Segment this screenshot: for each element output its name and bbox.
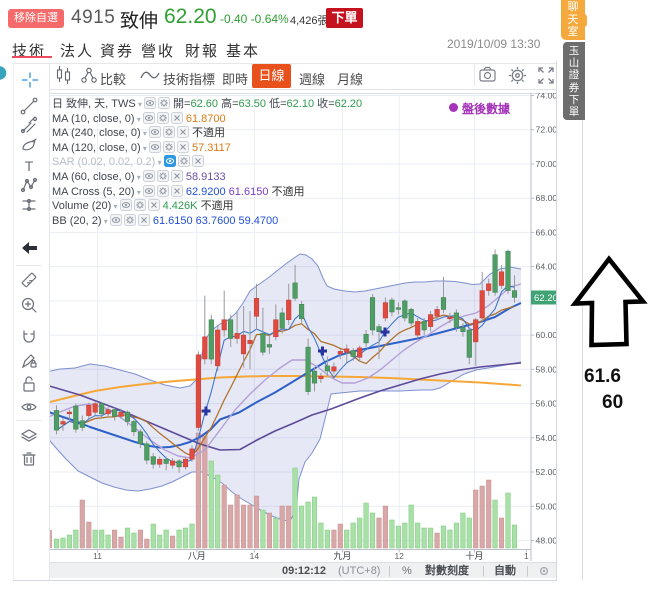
svg-text:50.00: 50.00	[536, 501, 557, 511]
svg-text:十月: 十月	[465, 550, 483, 561]
svg-text:72.00: 72.00	[536, 125, 557, 135]
svg-text:60.00: 60.00	[536, 330, 557, 340]
svg-text:1: 1	[524, 551, 529, 561]
svg-text:11: 11	[93, 551, 102, 561]
svg-text:66.00: 66.00	[536, 227, 557, 237]
svg-text:58.00: 58.00	[536, 364, 557, 374]
svg-text:68.00: 68.00	[536, 193, 557, 203]
svg-text:62.20: 62.20	[534, 293, 556, 304]
svg-text:八月: 八月	[188, 551, 206, 561]
svg-text:64.00: 64.00	[536, 262, 557, 272]
svg-text:T: T	[25, 158, 34, 174]
svg-text:48.00: 48.00	[536, 536, 557, 546]
svg-text:56.00: 56.00	[536, 399, 557, 409]
svg-text:14: 14	[250, 551, 260, 561]
svg-text:52.00: 52.00	[536, 467, 557, 477]
svg-text:74.00: 74.00	[536, 93, 557, 101]
svg-text:54.00: 54.00	[536, 433, 557, 443]
svg-text:12: 12	[394, 551, 404, 561]
svg-text:70.00: 70.00	[536, 159, 557, 169]
svg-text:九月: 九月	[333, 551, 351, 561]
